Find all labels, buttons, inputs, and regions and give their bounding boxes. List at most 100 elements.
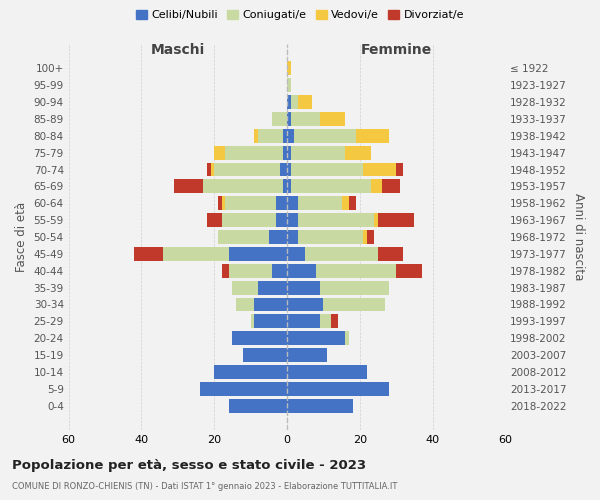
Bar (371, 180, 382, 194)
Bar (287, 180, 290, 194)
Bar (287, 298, 323, 312)
Bar (276, 213, 287, 227)
Bar (298, 196, 341, 210)
Bar (290, 146, 345, 160)
Bar (287, 162, 290, 176)
Bar (232, 280, 258, 294)
Bar (258, 280, 287, 294)
Bar (203, 180, 283, 194)
Bar (218, 230, 269, 244)
Bar (287, 280, 320, 294)
Text: Maschi: Maschi (151, 42, 205, 56)
Bar (214, 162, 280, 176)
Bar (225, 196, 276, 210)
Bar (287, 95, 290, 109)
Bar (251, 314, 254, 328)
Text: Popolazione per età, sesso e stato civile - 2023: Popolazione per età, sesso e stato civil… (12, 460, 366, 472)
Bar (287, 314, 320, 328)
Bar (276, 196, 287, 210)
Bar (396, 162, 403, 176)
Bar (298, 213, 374, 227)
Bar (269, 230, 287, 244)
Bar (272, 112, 287, 126)
Bar (287, 78, 290, 92)
Bar (287, 196, 298, 210)
Bar (283, 146, 287, 160)
Bar (290, 180, 371, 194)
Bar (382, 180, 400, 194)
Bar (290, 112, 320, 126)
Bar (244, 348, 287, 362)
Bar (287, 213, 298, 227)
Bar (305, 247, 378, 261)
Bar (378, 213, 415, 227)
Bar (287, 348, 327, 362)
Bar (258, 129, 283, 142)
Bar (236, 298, 254, 312)
Bar (316, 264, 396, 278)
Bar (290, 162, 364, 176)
Bar (287, 129, 294, 142)
Bar (221, 264, 229, 278)
Bar (254, 298, 287, 312)
Bar (225, 146, 283, 160)
Text: COMUNE DI RONZO-CHIENIS (TN) - Dati ISTAT 1° gennaio 2023 - Elaborazione TUTTITA: COMUNE DI RONZO-CHIENIS (TN) - Dati ISTA… (12, 482, 397, 491)
Bar (134, 247, 163, 261)
Bar (341, 196, 349, 210)
Bar (287, 365, 367, 379)
Bar (290, 95, 298, 109)
Bar (280, 162, 287, 176)
Bar (174, 180, 203, 194)
Bar (287, 382, 389, 396)
Bar (331, 314, 338, 328)
Bar (367, 230, 374, 244)
Bar (364, 230, 367, 244)
Bar (298, 95, 313, 109)
Bar (221, 213, 276, 227)
Bar (294, 129, 356, 142)
Bar (396, 264, 422, 278)
Bar (287, 230, 298, 244)
Bar (378, 247, 403, 261)
Bar (345, 332, 349, 345)
Bar (254, 314, 287, 328)
Bar (232, 332, 287, 345)
Bar (287, 399, 353, 412)
Bar (283, 180, 287, 194)
Bar (287, 264, 316, 278)
Bar (207, 213, 221, 227)
Bar (320, 280, 389, 294)
Bar (298, 230, 364, 244)
Bar (163, 247, 229, 261)
Bar (207, 162, 211, 176)
Bar (374, 213, 378, 227)
Bar (272, 264, 287, 278)
Bar (218, 196, 221, 210)
Bar (287, 62, 290, 76)
Bar (320, 314, 331, 328)
Bar (200, 382, 287, 396)
Bar (254, 129, 258, 142)
Bar (287, 146, 290, 160)
Bar (229, 399, 287, 412)
Bar (364, 162, 396, 176)
Text: Femmine: Femmine (361, 42, 432, 56)
Bar (320, 112, 345, 126)
Bar (211, 162, 214, 176)
Bar (221, 196, 225, 210)
Bar (349, 196, 356, 210)
Bar (345, 146, 371, 160)
Bar (229, 247, 287, 261)
Bar (229, 264, 272, 278)
Bar (287, 247, 305, 261)
Bar (323, 298, 385, 312)
Bar (214, 146, 225, 160)
Bar (287, 112, 290, 126)
Bar (214, 365, 287, 379)
Y-axis label: Fasce di età: Fasce di età (15, 202, 28, 272)
Bar (356, 129, 389, 142)
Bar (283, 129, 287, 142)
Legend: Celibi/Nubili, Coniugati/e, Vedovi/e, Divorziat/e: Celibi/Nubili, Coniugati/e, Vedovi/e, Di… (131, 6, 469, 25)
Y-axis label: Anni di nascita: Anni di nascita (572, 194, 585, 280)
Bar (287, 332, 345, 345)
